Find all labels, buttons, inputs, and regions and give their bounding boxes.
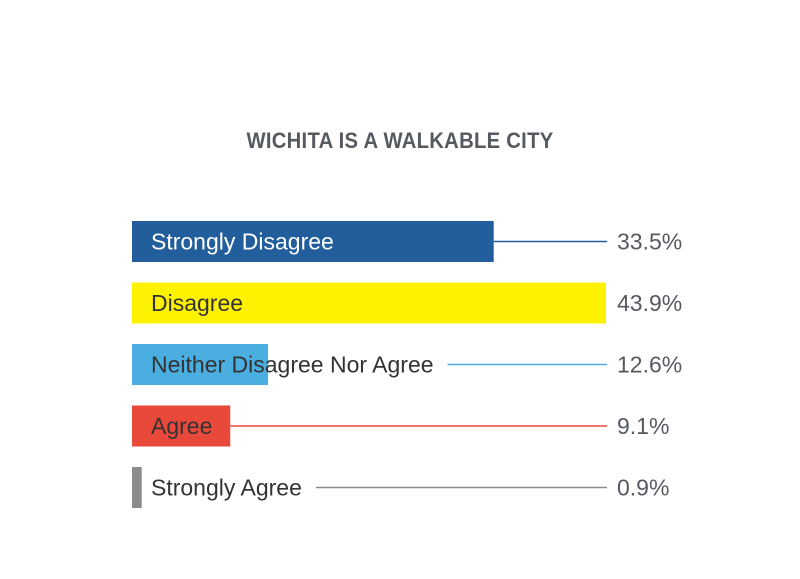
value-label: 43.9% xyxy=(617,290,682,316)
bar-label: Neither Disagree Nor Agree xyxy=(151,352,434,378)
bar-disagree xyxy=(132,282,606,324)
bar-neither-disagree-nor-agree xyxy=(132,344,269,385)
bar-agree xyxy=(132,405,231,447)
value-label: 9.1% xyxy=(617,413,669,439)
bar-label: Disagree xyxy=(151,290,243,316)
bar-label: Strongly Disagree xyxy=(151,229,334,255)
bar-strongly-disagree xyxy=(132,221,494,262)
chart-title: WICHITA IS A WALKABLE CITY xyxy=(246,128,554,153)
bar-label: Strongly Agree xyxy=(151,475,302,501)
value-label: 0.9% xyxy=(617,475,669,501)
bar-label: Agree xyxy=(151,413,212,439)
value-label: 12.6% xyxy=(617,352,682,378)
value-label: 33.5% xyxy=(617,229,682,255)
bar-strongly-agree xyxy=(132,467,142,508)
